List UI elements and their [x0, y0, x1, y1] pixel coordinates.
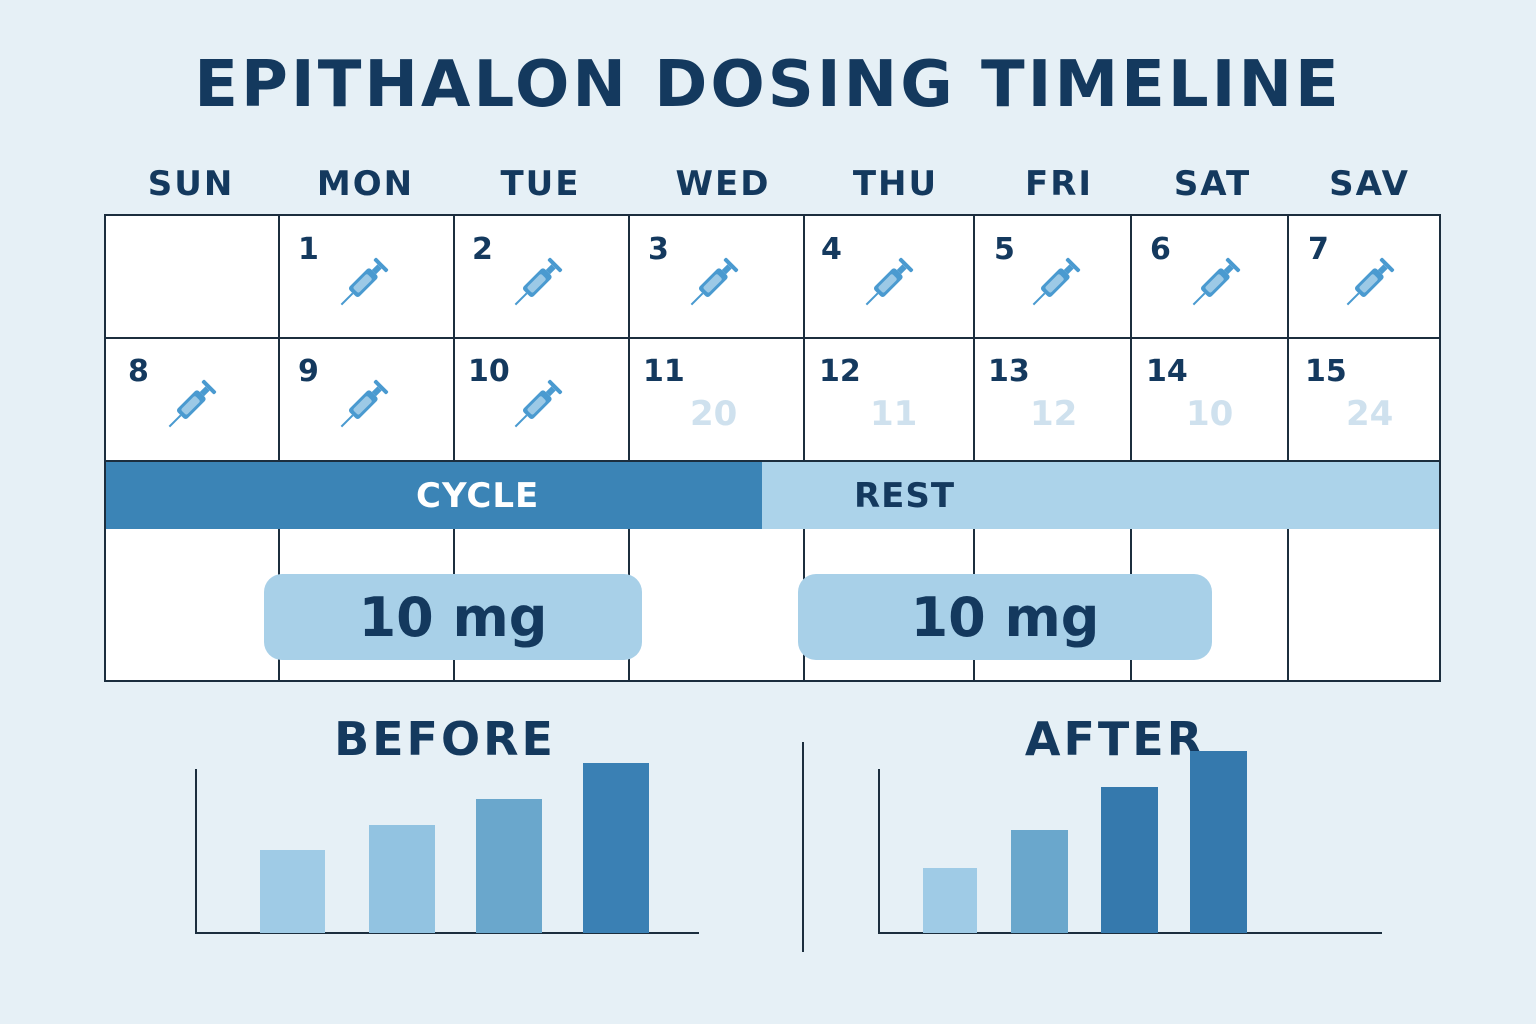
grid-line	[106, 460, 1439, 462]
day-number: 3	[648, 232, 669, 267]
cycle-label: CYCLE	[416, 476, 540, 516]
after-chart-title: AFTER	[1024, 712, 1206, 766]
after-bar-4	[1190, 751, 1247, 933]
cycle-phase-bar: CYCLE	[106, 462, 762, 529]
weekday-sun: SUN	[147, 164, 235, 204]
dose-pill-cycle: 10 mg	[264, 574, 642, 660]
weekday-tue: TUE	[500, 164, 581, 204]
day-number: 11	[643, 354, 685, 389]
syringe-icon	[1032, 257, 1081, 306]
day-number: 12	[819, 354, 861, 389]
day-number: 1	[298, 232, 319, 267]
syringe-icon	[514, 379, 563, 428]
grid-line	[278, 216, 280, 462]
faded-number: 20	[690, 394, 738, 434]
day-number: 15	[1305, 354, 1347, 389]
syringe-icon	[340, 379, 389, 428]
day-number: 10	[468, 354, 510, 389]
faded-number: 24	[1346, 394, 1394, 434]
day-number: 13	[988, 354, 1030, 389]
grid-line	[628, 216, 630, 462]
grid-line	[1287, 529, 1289, 682]
faded-number: 12	[1030, 394, 1078, 434]
chart-divider	[802, 742, 804, 952]
day-number: 14	[1146, 354, 1188, 389]
syringe-icon	[865, 257, 914, 306]
calendar-grid: 1 2 3 4 5 6 7 8 9 10 11 12 13 14 15 20 1…	[104, 214, 1441, 682]
grid-line	[453, 216, 455, 462]
before-bar-2	[369, 825, 435, 933]
day-number: 9	[298, 354, 319, 389]
syringe-icon	[168, 379, 217, 428]
syringe-icon	[1346, 257, 1395, 306]
after-bar-3	[1101, 787, 1158, 933]
after-y-axis	[878, 769, 880, 934]
before-bar-4	[583, 763, 649, 933]
before-y-axis	[195, 769, 197, 934]
day-number: 6	[1150, 232, 1171, 267]
faded-number: 10	[1186, 394, 1234, 434]
day-number: 5	[994, 232, 1015, 267]
dose-pill-rest: 10 mg	[798, 574, 1212, 660]
rest-phase-bar: REST	[762, 462, 1439, 529]
grid-line	[973, 216, 975, 462]
rest-label: REST	[854, 476, 956, 516]
page-title: EPITHALON DOSING TIMELINE	[194, 48, 1342, 122]
day-number: 4	[821, 232, 842, 267]
faded-number: 11	[870, 394, 918, 434]
before-bar-1	[260, 850, 325, 933]
grid-line	[803, 216, 805, 462]
weekday-sav: SAV	[1329, 164, 1410, 204]
before-bar-3	[476, 799, 542, 933]
weekday-mon: MON	[316, 164, 415, 204]
weekday-wed: WED	[675, 164, 771, 204]
weekday-fri: FRI	[1024, 164, 1094, 204]
day-number: 8	[128, 354, 149, 389]
day-number: 7	[1308, 232, 1329, 267]
before-chart-title: BEFORE	[334, 712, 556, 766]
weekday-sat: SAT	[1173, 164, 1252, 204]
after-bar-1	[923, 868, 977, 933]
before-x-axis	[195, 932, 699, 934]
after-bar-2	[1011, 830, 1068, 933]
grid-line	[106, 337, 1439, 339]
after-x-axis	[878, 932, 1382, 934]
day-number: 2	[472, 232, 493, 267]
grid-line	[1130, 216, 1132, 462]
syringe-icon	[514, 257, 563, 306]
weekday-thu: THU	[852, 164, 939, 204]
grid-line	[1287, 216, 1289, 462]
syringe-icon	[1192, 257, 1241, 306]
syringe-icon	[340, 257, 389, 306]
syringe-icon	[690, 257, 739, 306]
